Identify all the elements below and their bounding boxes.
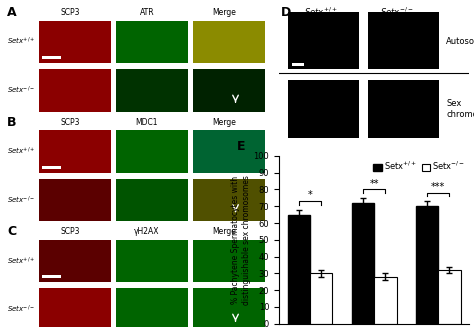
Bar (193, 179, 265, 221)
Legend: Setx$^{+/+}$, Setx$^{-/-}$: Setx$^{+/+}$, Setx$^{-/-}$ (370, 157, 469, 176)
Bar (193, 21, 265, 63)
Text: $Setx^{+/+}$: $Setx^{+/+}$ (304, 6, 337, 18)
Text: γH2AX: γH2AX (134, 227, 160, 236)
Bar (193, 240, 265, 282)
Text: Merge: Merge (212, 118, 236, 127)
Text: $Setx^{-/-}$: $Setx^{-/-}$ (8, 304, 36, 315)
Text: $Setx^{+/+}$: $Setx^{+/+}$ (8, 255, 36, 267)
Bar (116, 288, 188, 327)
Text: $Setx^{-/-}$: $Setx^{-/-}$ (8, 194, 36, 206)
Bar (39, 288, 111, 327)
Bar (352, 203, 374, 324)
Text: E: E (237, 140, 246, 152)
Bar (42, 165, 61, 169)
Bar (289, 11, 359, 69)
Text: Autosomes: Autosomes (447, 37, 474, 46)
Text: Merge: Merge (212, 9, 236, 17)
Text: ***: *** (431, 182, 445, 192)
Bar (116, 69, 188, 112)
Bar (288, 215, 310, 324)
Text: ATR: ATR (139, 9, 154, 17)
Bar (193, 288, 265, 327)
Text: *: * (308, 190, 312, 200)
Y-axis label: % Pachytene Spermatocytes with
distinguishable sex chromosomes: % Pachytene Spermatocytes with distingui… (231, 175, 251, 305)
Bar (368, 11, 439, 69)
Text: $Setx^{+/+}$: $Setx^{+/+}$ (8, 36, 36, 47)
Bar (42, 56, 61, 59)
Bar (310, 273, 332, 324)
Text: $Setx^{-/-}$: $Setx^{-/-}$ (380, 6, 414, 18)
Text: Merge: Merge (212, 227, 236, 236)
Text: Sex
chromosomes: Sex chromosomes (447, 99, 474, 119)
Bar (39, 130, 111, 173)
Text: C: C (8, 225, 17, 238)
Bar (39, 179, 111, 221)
Bar (416, 206, 438, 324)
Text: MDC1: MDC1 (136, 118, 158, 127)
Bar (39, 69, 111, 112)
Text: A: A (8, 6, 17, 19)
Bar (116, 240, 188, 282)
Text: $Setx^{+/+}$: $Setx^{+/+}$ (8, 146, 36, 157)
Text: SCP3: SCP3 (60, 227, 80, 236)
Bar (289, 80, 359, 138)
Text: SCP3: SCP3 (60, 9, 80, 17)
Bar (116, 130, 188, 173)
Bar (116, 179, 188, 221)
Text: D: D (281, 6, 291, 19)
Bar (368, 80, 439, 138)
Bar (42, 275, 61, 278)
Bar (292, 63, 304, 66)
Bar (116, 21, 188, 63)
Bar (39, 240, 111, 282)
Text: SCP3: SCP3 (60, 118, 80, 127)
Text: $Setx^{-/-}$: $Setx^{-/-}$ (8, 85, 36, 96)
Bar (374, 277, 397, 324)
Text: **: ** (369, 179, 379, 189)
Text: B: B (8, 116, 17, 129)
Bar (39, 21, 111, 63)
Bar (193, 130, 265, 173)
Bar (193, 69, 265, 112)
Bar (438, 270, 461, 324)
